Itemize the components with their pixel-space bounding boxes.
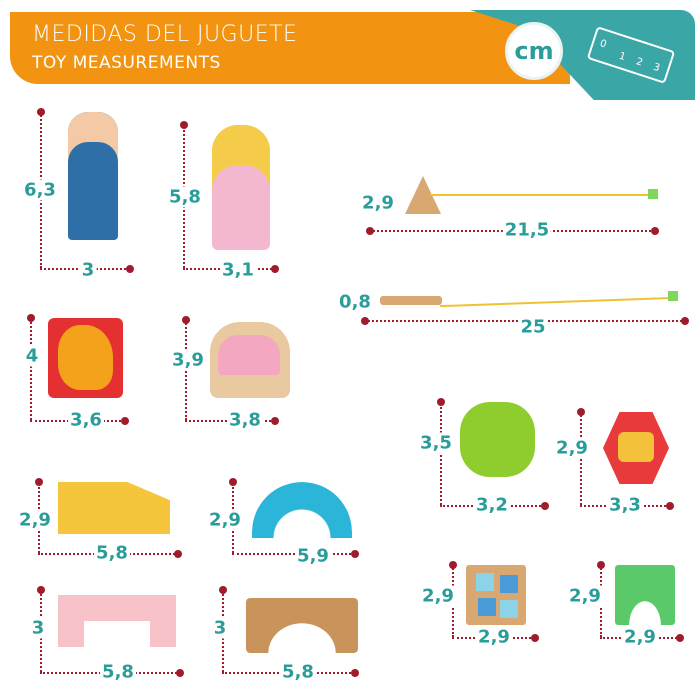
- green-arch-shape: [615, 565, 675, 625]
- ruler-mark: 3: [651, 61, 662, 75]
- dot: [271, 417, 279, 425]
- prince-shape: [68, 112, 118, 240]
- stick-fishing-rod-shape: [668, 291, 678, 301]
- height-label: 5,8: [167, 186, 203, 208]
- height-label: 3,9: [170, 349, 206, 371]
- ruler-mark: 2: [634, 56, 645, 69]
- width-label: 2,9: [476, 626, 512, 648]
- header-banner: [10, 12, 570, 84]
- width-label: 21,5: [502, 219, 552, 241]
- height-label: 2,9: [360, 192, 396, 214]
- dot: [531, 634, 539, 642]
- dot: [597, 561, 605, 569]
- width-label: 5,8: [280, 661, 316, 683]
- dot: [121, 417, 129, 425]
- wood-bridge-shape: [246, 598, 358, 653]
- title: MEDIDAS DEL JUGUETE: [32, 22, 298, 47]
- height-label: 2,9: [420, 585, 456, 607]
- height-label: 2,9: [207, 509, 243, 531]
- subtitle: TOY MEASUREMENTS: [32, 53, 221, 73]
- width-label: 2,9: [622, 626, 658, 648]
- triangle-fishing-rod-shape: [648, 189, 658, 199]
- dot: [651, 227, 659, 235]
- width-label: 5,8: [100, 661, 136, 683]
- ruler-mark: 1: [617, 50, 627, 64]
- rainbow-arch-shape: [252, 482, 352, 538]
- width-label: 25: [518, 316, 548, 338]
- height-label: 2,9: [17, 509, 53, 531]
- height-line: [440, 402, 442, 505]
- square-window-shape: [476, 573, 494, 591]
- dot: [351, 669, 359, 677]
- dot: [182, 316, 190, 324]
- dot: [351, 550, 359, 558]
- square-window-shape: [500, 575, 518, 593]
- dot: [681, 317, 689, 325]
- width-label: 3,6: [68, 409, 104, 431]
- height-label: 6,3: [22, 179, 58, 201]
- triangle-fishing-rod-shape: [430, 194, 650, 196]
- height-label: 3: [211, 617, 229, 639]
- dragon-shape: [58, 325, 113, 390]
- height-label: 3: [29, 617, 47, 639]
- hexagon-window-shape: [618, 432, 654, 462]
- dot: [219, 586, 227, 594]
- dot: [37, 586, 45, 594]
- dot: [174, 550, 182, 558]
- height-label: 0,8: [337, 291, 373, 313]
- dot: [176, 669, 184, 677]
- width-label: 3,3: [607, 494, 643, 516]
- width-label: 5,8: [94, 542, 130, 564]
- yellow-block-shape: [58, 482, 170, 534]
- dot: [37, 108, 45, 116]
- dot: [180, 121, 188, 129]
- dot: [27, 314, 35, 322]
- dot: [437, 398, 445, 406]
- height-label: 2,9: [554, 437, 590, 459]
- ruler-mark: 0: [598, 38, 608, 51]
- width-line: [232, 553, 355, 555]
- princess-shape: [212, 125, 270, 250]
- width-label: 3,1: [220, 259, 256, 281]
- width-label: 5,9: [295, 545, 331, 567]
- pink-bridge-shape: [58, 595, 176, 647]
- dot: [676, 634, 684, 642]
- dot: [577, 408, 585, 416]
- width-label: 3,8: [227, 409, 263, 431]
- flower-shape: [460, 402, 535, 477]
- dot: [541, 502, 549, 510]
- dot: [366, 227, 374, 235]
- stick-fishing-rod-shape: [440, 296, 675, 308]
- height-label: 4: [23, 345, 41, 367]
- height-label: 3,5: [418, 432, 454, 454]
- dot: [35, 478, 43, 486]
- carriage-shape: [218, 335, 280, 375]
- cm-badge: cm: [505, 22, 563, 80]
- width-label: 3: [79, 259, 97, 281]
- dot: [229, 478, 237, 486]
- dot: [271, 265, 279, 273]
- square-window-shape: [500, 600, 518, 618]
- dot: [361, 317, 369, 325]
- height-label: 2,9: [567, 585, 603, 607]
- stick-fishing-rod-shape: [380, 296, 442, 305]
- square-window-shape: [478, 598, 496, 616]
- height-line: [580, 412, 582, 505]
- height-line: [30, 318, 32, 420]
- width-label: 3,2: [474, 494, 510, 516]
- dot: [126, 265, 134, 273]
- dot: [666, 502, 674, 510]
- dot: [449, 561, 457, 569]
